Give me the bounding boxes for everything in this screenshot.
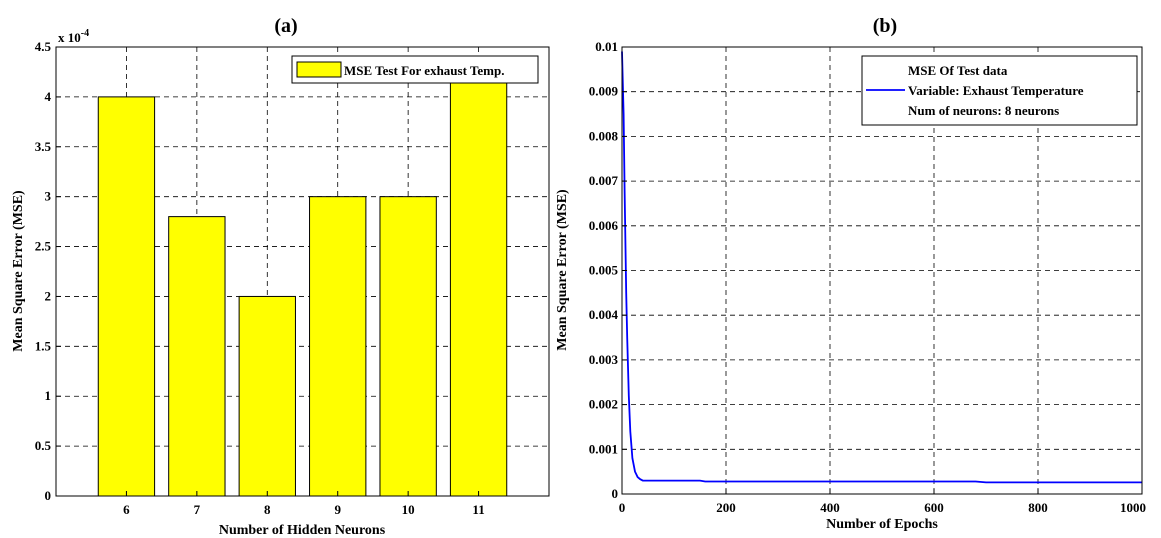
chart-a-xtick-label: 8 [264, 502, 271, 517]
chart-a-ytick-label: 0 [45, 488, 52, 503]
chart-a-legend-swatch [296, 61, 342, 78]
chart-b-xtick-label: 0 [619, 500, 626, 515]
chart-a-xtick-label: 7 [194, 502, 201, 517]
chart-b-ytick-label: 0.01 [595, 39, 618, 54]
chart-a-bar [238, 295, 296, 497]
chart-b-xlabel: Number of Epochs [826, 517, 938, 532]
chart-b-ylabel: Mean Square Error (MSE) [555, 189, 570, 351]
chart-a: (a) 0 0.5 1 1.5 2 2.5 3 3.5 4 4.5 6 7 8 9 10 11 x 10-4… [11, 15, 550, 538]
chart-a-bars [97, 81, 508, 497]
chart-b-x-ticks: 0 200 400 600 800 1000 [619, 489, 1146, 515]
chart-a-ytick-label: 3.5 [35, 139, 52, 154]
chart-b: (b) 0 0.001 0.002 0.003 0.004 0.005 0.006 0.007… [555, 15, 1146, 532]
chart-b-legend-line-2: Variable: Exhaust Temperature [908, 83, 1084, 98]
chart-a-ytick-label: 2 [45, 288, 52, 303]
chart-a-ytick-label: 4.5 [35, 39, 52, 54]
chart-a-ylabel: Mean Square Error (MSE) [11, 190, 26, 352]
chart-a-bar [379, 196, 437, 497]
chart-b-legend-line-1: MSE Of Test data [908, 63, 1008, 78]
chart-b-y-ticks: 0 0.001 0.002 0.003 0.004 0.005 0.006 0.007 0.00… [589, 39, 627, 501]
chart-b-ytick-label: 0.004 [589, 307, 619, 322]
chart-b-xtick-label: 600 [924, 500, 944, 515]
chart-b-xtick-label: 1000 [1120, 500, 1146, 515]
chart-a-exponent: x 10-4 [58, 28, 89, 45]
chart-b-ytick-label: 0.008 [589, 128, 619, 143]
chart-b-ytick-label: 0.001 [589, 441, 618, 456]
chart-b-xtick-label: 200 [716, 500, 736, 515]
chart-b-ytick-label: 0 [612, 486, 619, 501]
chart-b-ytick-label: 0.007 [589, 173, 619, 188]
chart-a-bar [449, 81, 508, 497]
chart-a-xtick-label: 9 [334, 502, 341, 517]
chart-b-ytick-label: 0.009 [589, 84, 619, 99]
chart-a-x-ticks: 6 7 8 9 10 11 [123, 491, 485, 517]
chart-b-ytick-label: 0.002 [589, 397, 618, 412]
chart-a-ytick-label: 1.5 [35, 338, 52, 353]
chart-b-xtick-label: 800 [1028, 500, 1048, 515]
chart-b-series-line [621, 51, 1142, 484]
chart-b-ytick-label: 0.003 [589, 352, 619, 367]
chart-b-xtick-label: 400 [820, 500, 840, 515]
chart-a-xtick-label: 11 [472, 502, 484, 517]
chart-b-legend-line-3: Num of neurons: 8 neurons [908, 103, 1059, 118]
chart-a-ytick-label: 4 [45, 89, 52, 104]
chart-a-xlabel: Number of Hidden Neurons [219, 523, 386, 538]
chart-a-xtick-label: 6 [123, 502, 130, 517]
chart-b-ytick-label: 0.006 [589, 218, 619, 233]
chart-a-y-ticks: 0 0.5 1 1.5 2 2.5 3 3.5 4 4.5 [35, 39, 61, 503]
chart-a-bar [97, 96, 156, 497]
chart-b-title: (b) [873, 15, 897, 37]
chart-a-bar [168, 216, 226, 497]
chart-a-ytick-label: 1 [45, 388, 52, 403]
chart-a-bar [309, 196, 367, 497]
chart-b-legend: MSE Of Test data Variable: Exhaust Tempe… [861, 55, 1138, 126]
chart-a-xtick-label: 10 [402, 502, 415, 517]
chart-a-legend: MSE Test For exhaust Temp. [291, 55, 539, 84]
chart-b-legend-box [861, 55, 1138, 126]
chart-a-ytick-label: 3 [45, 189, 52, 204]
chart-b-ytick-label: 0.005 [589, 263, 619, 278]
chart-a-legend-label: MSE Test For exhaust Temp. [344, 63, 505, 78]
chart-a-title: (a) [274, 15, 297, 37]
chart-a-ytick-label: 0.5 [35, 438, 52, 453]
chart-a-ytick-label: 2.5 [35, 239, 52, 254]
chart-a-frame [55, 46, 550, 497]
